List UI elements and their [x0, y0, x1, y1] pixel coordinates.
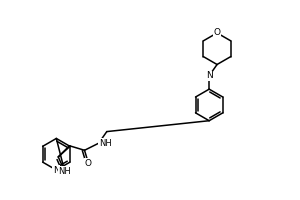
Text: NH: NH — [58, 167, 71, 176]
Text: NH: NH — [99, 139, 111, 148]
Text: N: N — [206, 71, 212, 80]
Text: O: O — [85, 159, 92, 168]
Text: O: O — [214, 28, 220, 37]
Text: N: N — [53, 166, 60, 175]
